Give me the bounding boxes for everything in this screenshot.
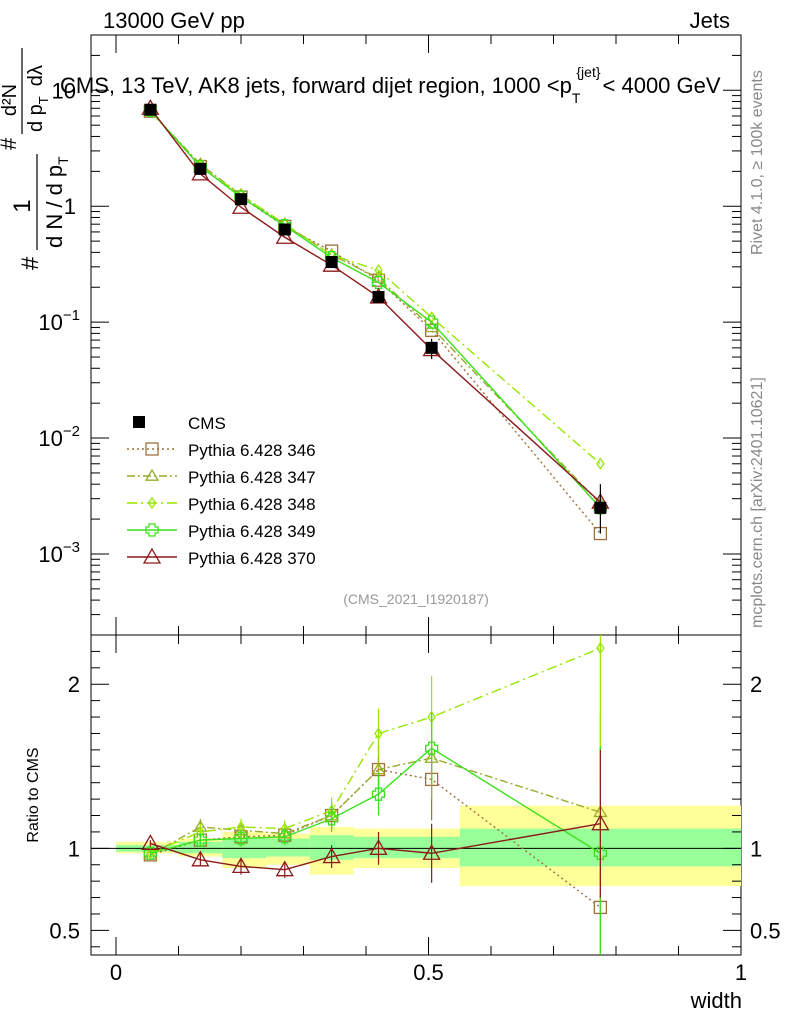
ratio-frame [90,634,742,956]
header-left: 13000 GeV pp [103,8,245,33]
uncertainty-band-inner [178,841,223,854]
ratio-point-4 [593,846,608,860]
ratio-line-3 [150,647,601,854]
ratio-point-4 [278,830,292,844]
data-point [144,103,157,116]
ratio-line-2 [150,757,601,856]
header-right: Jets [690,8,730,33]
legend-label-5: Pythia 6.428 370 [188,549,316,568]
main-ytick-label: 10−3 [38,539,80,567]
main-ylabel: # 1 d N / d pT # d²N d pTdλ [0,48,71,270]
legend-marker-4 [145,523,159,537]
ratio-point-4 [424,741,439,755]
legend-label-3: Pythia 6.428 348 [188,495,316,514]
legend-marker-3 [147,496,157,510]
main-ytick-label: 10−2 [38,423,80,451]
ratio-series-layer [141,635,610,955]
ratio-point-3 [596,641,605,655]
series-line-4 [149,110,601,509]
main-axes: 10−310−210−1110102 [38,34,742,636]
ratio-point-5 [141,834,160,851]
ratio-point-4 [324,812,339,826]
legend-label-data: CMS [188,414,226,433]
data-point [425,341,438,354]
legend: CMS Pythia 6.428 346 Pythia 6.428 347 Pythi… [127,414,316,568]
legend-marker-data [133,416,145,428]
ratio-point-3 [374,727,383,740]
data-point [594,501,607,514]
analysis-watermark: (CMS_2021_I1920187) [343,591,489,607]
svg-text:#: # [0,137,21,150]
ratio-bands-layer [116,805,741,887]
series-point-1 [424,323,439,337]
ratio-ytick-label-right: 2 [750,672,762,697]
ratio-point-5 [231,857,251,874]
data-point [325,256,338,269]
legend-label-4: Pythia 6.428 349 [188,522,316,541]
ratio-point-5 [591,814,610,831]
data-point [372,290,385,303]
rivet-label: Rivet 4.1.0, ≥ 100k events [749,70,766,255]
svg-text:1: 1 [9,199,36,212]
uncertainty-band-inner [266,838,310,857]
data-point [278,223,291,236]
ratio-point-4 [143,846,158,860]
ratio-point-4 [193,833,208,847]
plot-title: CMS, 13 TeV, AK8 jets, forward dijet reg… [60,64,721,106]
series-point-3 [374,264,383,277]
main-series-layer [141,98,610,541]
series-point-5 [231,197,251,214]
ratio-point-5 [191,850,210,867]
series-point-3 [596,457,605,470]
series-point-5 [275,227,294,244]
series-point-4 [424,315,439,329]
main-ylabel-d2n-denominator: d pTdλ [25,65,51,132]
ratio-ytick-label-right: 1 [750,836,762,861]
main-ytick-label: 10−1 [38,307,80,335]
ratio-line-5 [150,823,601,871]
svg-text:#: # [17,256,44,270]
ratio-ytick-label-left: 2 [68,672,80,697]
ratio-point-4 [371,787,386,801]
main-ylabel-denominator: d N / d pT [42,156,71,248]
ratio-point-3 [146,847,155,860]
legend-marker-5 [142,547,162,564]
ratio-ytick-label-left: 1 [68,836,80,861]
ratio-point-5 [422,843,441,860]
xlabel: width [690,988,742,1013]
svg-text:d²N: d²N [0,84,21,116]
legend-label-2: Pythia 6.428 347 [188,468,316,487]
legend-marker-2 [144,468,160,481]
data-point [194,162,207,175]
data-point [235,193,247,206]
ratio-point-5 [275,860,294,877]
series-point-4 [371,275,386,290]
ratio-point-5 [322,847,341,864]
ratio-ytick-label-left: 0.5 [49,918,80,943]
ratio-ylabel: Ratio to CMS [25,747,42,842]
main-ytick-label: 1 [64,194,76,219]
ratio-point-4 [234,831,248,846]
xtick-label: 1 [735,960,747,985]
xtick-label: 0 [110,960,122,985]
ratio-axes: 0.5 0.51 12 20 0.5 1 [49,635,781,985]
xtick-label: 0.5 [413,960,444,985]
legend-label-1: Pythia 6.428 346 [188,441,316,460]
legend-marker-1 [145,442,159,456]
mcplots-label: mcplots.cern.ch [arXiv:2401.10621] [749,377,766,628]
ratio-ytick-label-right: 0.5 [750,918,781,943]
main-ytick-label: 10 [52,78,76,103]
ratio-point-5 [369,839,388,855]
ratio-line-4 [150,747,601,854]
